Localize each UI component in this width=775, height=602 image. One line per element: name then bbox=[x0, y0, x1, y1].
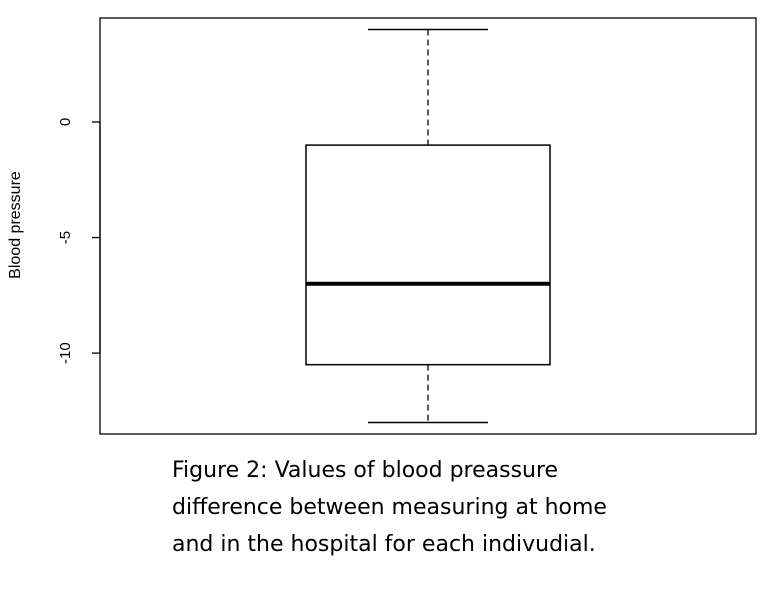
figure-caption: Figure 2: Values of blood preassure diff… bbox=[172, 452, 752, 563]
caption-line-2: difference between measuring at home bbox=[172, 495, 607, 520]
y-tick-label-0: 0 bbox=[57, 118, 74, 126]
y-axis: 0 -5 -10 bbox=[57, 118, 101, 364]
boxplot bbox=[305, 28, 551, 424]
boxplot-chart: 0 -5 -10 Blood pressure bbox=[7, 17, 757, 435]
y-tick-label-2: -10 bbox=[57, 342, 74, 364]
interquartile-box bbox=[305, 144, 551, 366]
y-tick-label-1: -5 bbox=[57, 231, 74, 244]
caption-line-3: and in the hospital for each indivudial. bbox=[172, 532, 596, 557]
y-axis-title: Blood pressure bbox=[7, 171, 24, 279]
caption-line-1: Figure 2: Values of blood preassure bbox=[172, 458, 559, 483]
